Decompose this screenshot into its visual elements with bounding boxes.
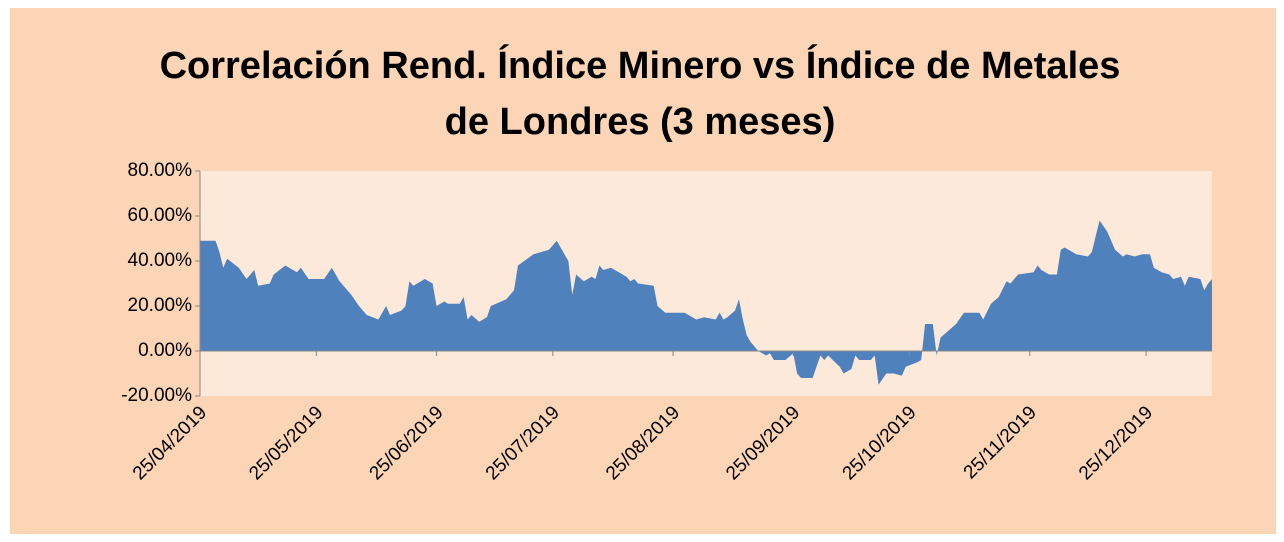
chart-title: Correlación Rend. Índice Minero vs Índic… [159,45,1121,143]
y-tick-label: -20.00% [121,385,192,406]
area [200,220,1212,385]
x-tick-label: 25/06/2019 [366,402,448,484]
x-tick-label: 25/04/2019 [129,402,211,484]
x-tick-label: 25/05/2019 [245,402,327,484]
y-tick-label: 60.00% [128,205,193,226]
x-tick-label: 25/12/2019 [1075,402,1157,484]
y-tick-label: 20.00% [128,295,193,316]
x-tick-label: 25/10/2019 [839,402,921,484]
x-tick-label: 25/11/2019 [960,402,1041,483]
x-tick-label: 25/09/2019 [722,402,804,484]
y-tick-label: 40.00% [128,250,193,271]
y-tick-label: 0.00% [138,340,192,361]
x-tick-label: 25/08/2019 [602,402,684,484]
y-tick-label: 80.00% [128,160,193,181]
x-tick-label: 25/07/2019 [482,402,564,484]
